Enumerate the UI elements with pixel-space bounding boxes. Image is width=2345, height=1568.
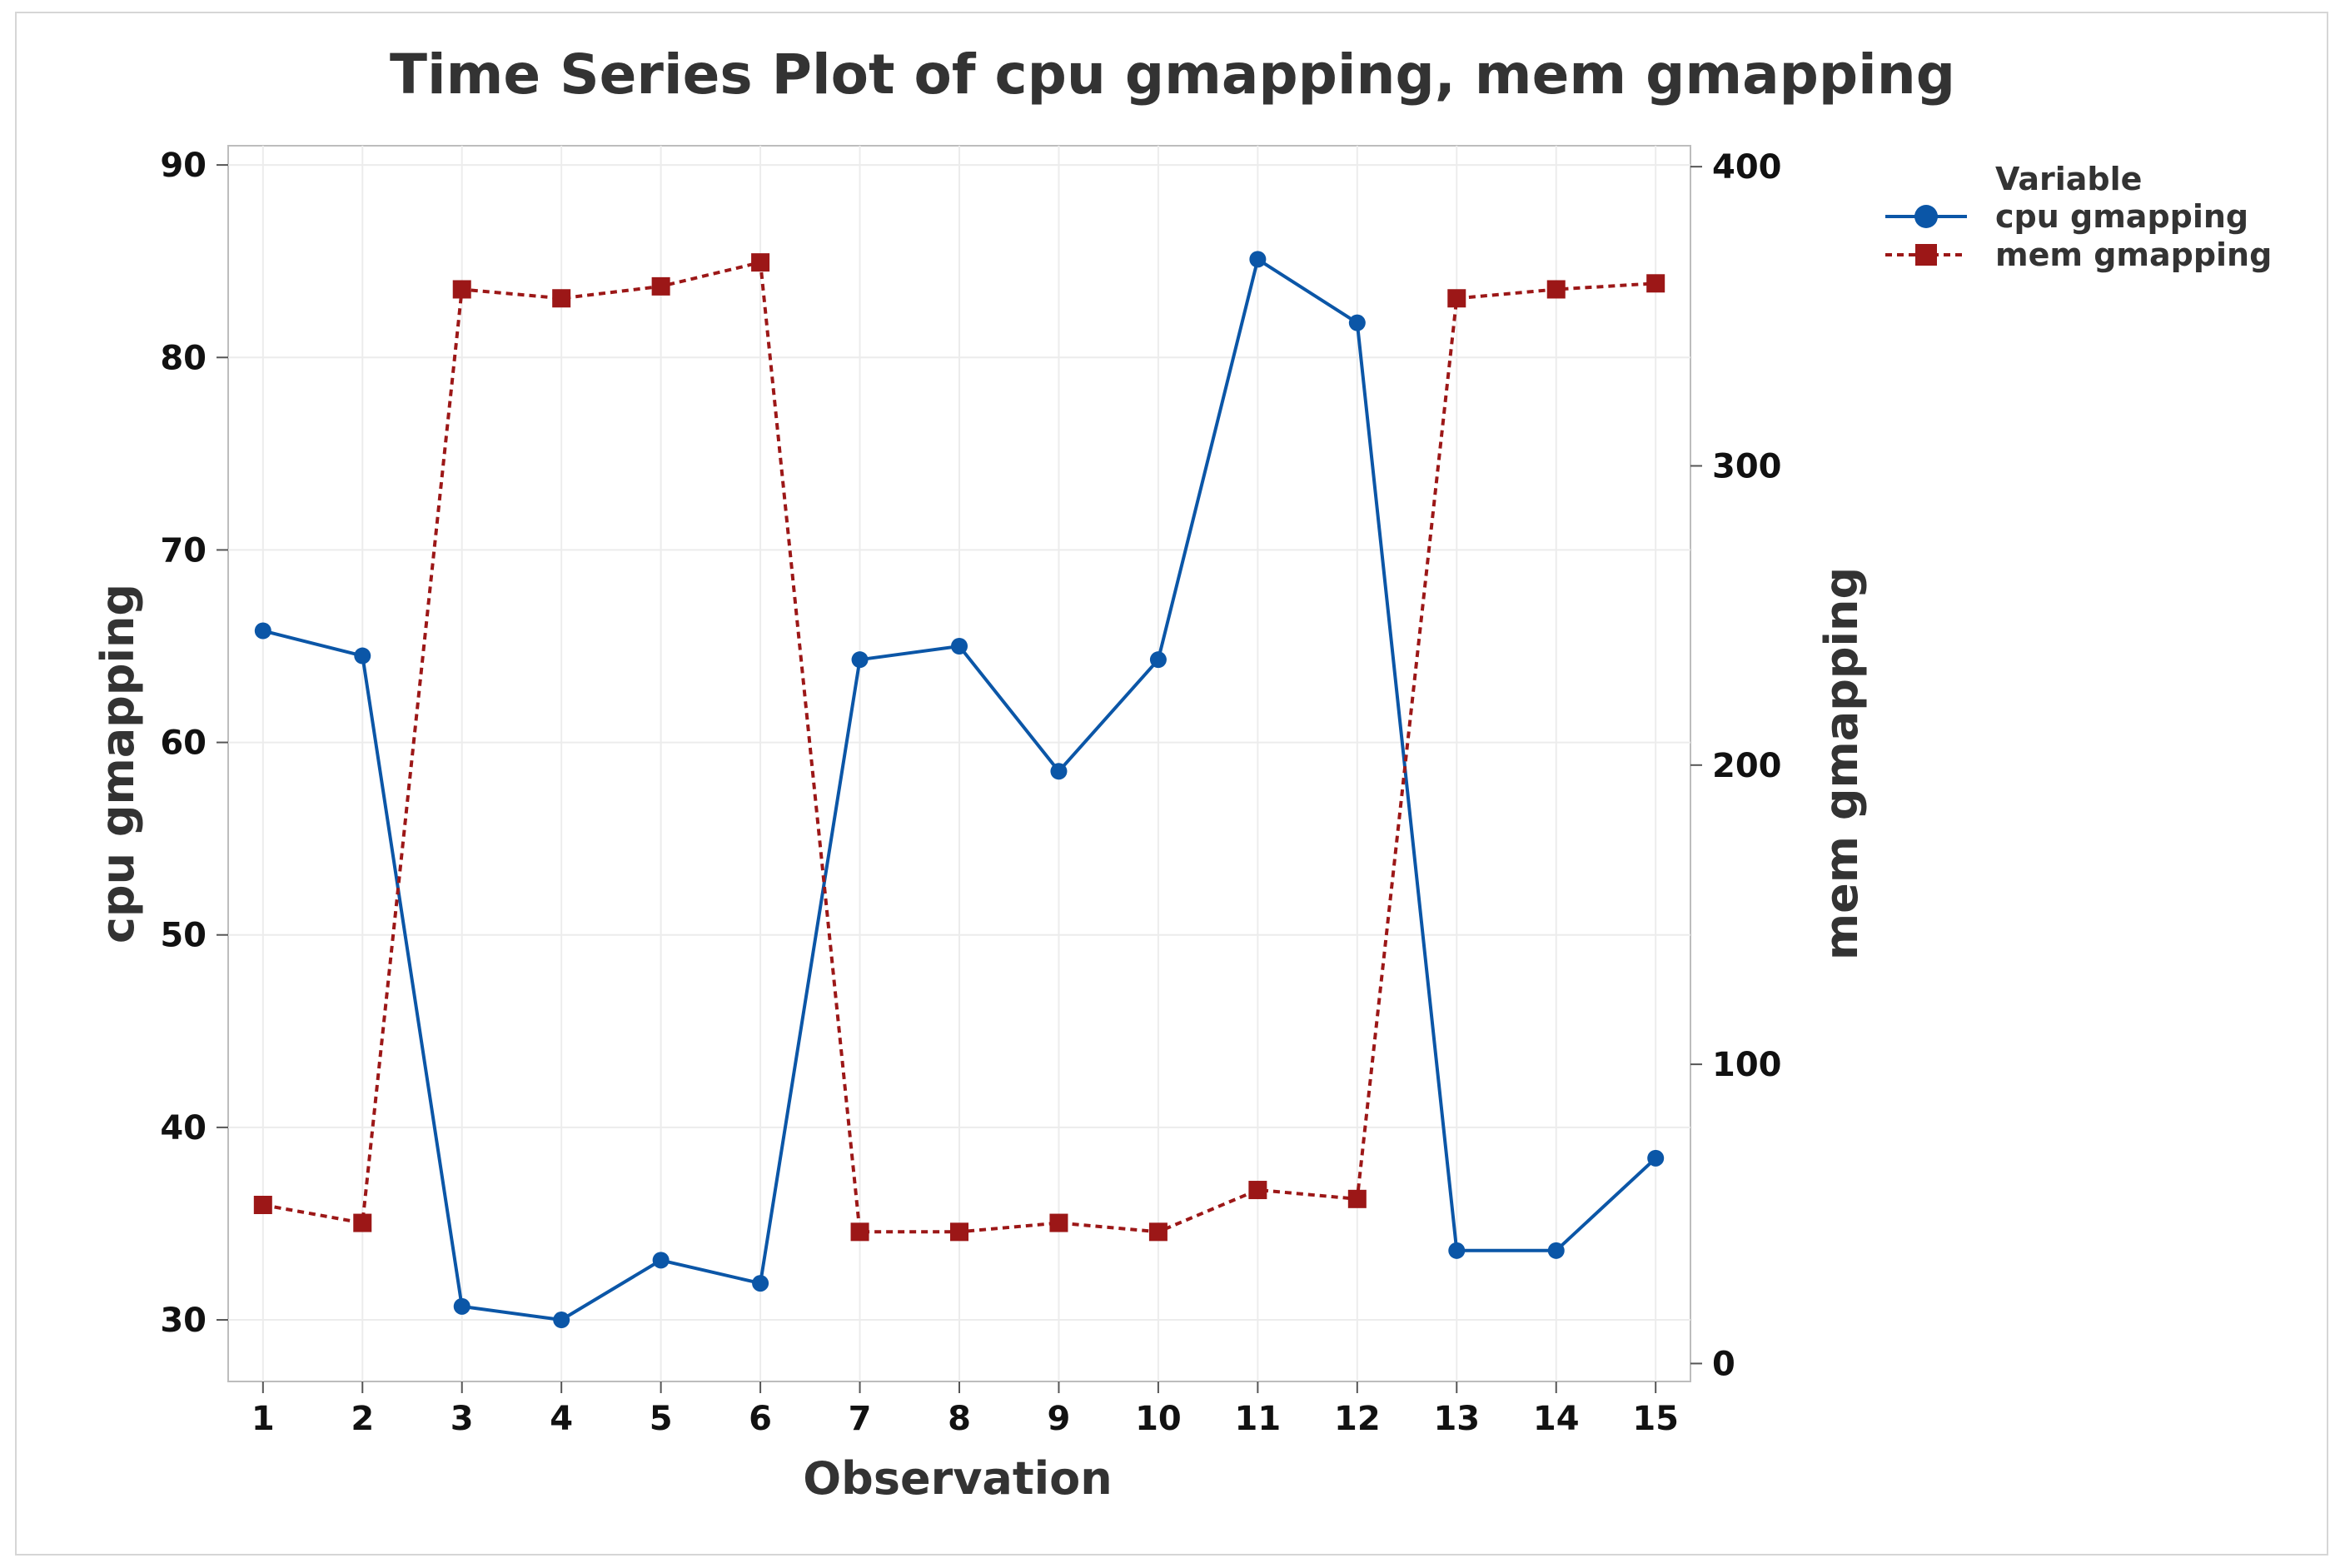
left-tick-label: 60: [160, 724, 207, 763]
data-point-cpu-gmapping: [652, 1252, 670, 1269]
data-point-mem-gmapping: [1248, 1181, 1267, 1200]
data-point-cpu-gmapping: [851, 651, 869, 669]
x-tick-label: 5: [650, 1400, 673, 1438]
right-tick-label: 100: [1712, 1046, 1782, 1084]
legend-marker-cpu: [1914, 205, 1938, 228]
data-point-mem-gmapping: [1347, 1189, 1367, 1208]
x-tick-label: 4: [550, 1400, 573, 1438]
data-point-mem-gmapping: [1447, 289, 1466, 308]
data-point-mem-gmapping: [452, 280, 471, 299]
data-point-mem-gmapping: [850, 1222, 869, 1242]
left-y-axis: 30 40 50 60 70 80 90: [160, 147, 228, 1340]
data-point-cpu-gmapping: [1448, 1242, 1466, 1259]
x-tick-label: 6: [749, 1400, 772, 1438]
data-point-cpu-gmapping: [752, 1275, 769, 1292]
x-tick-label: 14: [1533, 1400, 1580, 1438]
left-y-axis-title: cpu gmapping: [92, 584, 144, 943]
data-point-cpu-gmapping: [1547, 1242, 1565, 1259]
x-tick-label: 12: [1334, 1400, 1381, 1438]
series-layer: [253, 251, 1665, 1329]
right-tick-label: 200: [1712, 747, 1782, 785]
data-point-cpu-gmapping: [354, 647, 371, 665]
data-point-mem-gmapping: [950, 1222, 968, 1242]
data-point-mem-gmapping: [1546, 280, 1566, 299]
x-axis-title: Observation: [803, 1452, 1112, 1505]
data-point-mem-gmapping: [651, 276, 670, 296]
x-tick-label: 3: [451, 1400, 474, 1438]
data-point-cpu-gmapping: [453, 1297, 470, 1315]
data-point-cpu-gmapping: [1050, 763, 1068, 780]
data-point-cpu-gmapping: [553, 1312, 570, 1329]
data-point-cpu-gmapping: [1647, 1149, 1665, 1167]
legend-label-cpu: cpu gmapping: [1995, 198, 2248, 235]
legend-label-mem: mem gmapping: [1995, 236, 2272, 273]
right-y-axis-title: mem gmapping: [1815, 567, 1868, 960]
right-tick-label: 300: [1712, 447, 1782, 485]
right-tick-label: 400: [1712, 148, 1782, 187]
x-tick-label: 13: [1433, 1400, 1480, 1438]
x-tick-label: 2: [351, 1400, 374, 1438]
data-point-cpu-gmapping: [1149, 651, 1167, 669]
x-tick-label: 9: [1048, 1400, 1071, 1438]
legend-marker-mem: [1915, 244, 1937, 266]
left-tick-label: 50: [160, 917, 207, 955]
x-axis: 1 2 3 4 5 6 7 8 9 10 11 12 13 14 15: [251, 1381, 1679, 1438]
right-y-axis: 0 100 200 300 400: [1690, 148, 1782, 1383]
data-point-cpu-gmapping: [951, 637, 968, 655]
left-tick-label: 90: [160, 147, 207, 185]
x-tick-label: 15: [1632, 1400, 1679, 1438]
data-point-mem-gmapping: [353, 1213, 372, 1232]
x-tick-label: 10: [1135, 1400, 1182, 1438]
left-tick-label: 40: [160, 1109, 207, 1147]
data-point-mem-gmapping: [253, 1196, 272, 1214]
data-point-mem-gmapping: [751, 253, 770, 272]
x-tick-label: 7: [849, 1400, 872, 1438]
x-tick-label: 1: [251, 1400, 275, 1438]
data-point-mem-gmapping: [1049, 1213, 1068, 1232]
data-point-mem-gmapping: [1148, 1222, 1168, 1242]
left-tick-label: 30: [160, 1302, 207, 1340]
left-tick-label: 80: [160, 339, 207, 377]
left-tick-label: 70: [160, 531, 207, 570]
data-point-mem-gmapping: [1646, 274, 1665, 293]
data-point-cpu-gmapping: [254, 622, 271, 640]
data-point-cpu-gmapping: [1348, 314, 1366, 331]
x-tick-label: 11: [1235, 1400, 1282, 1438]
gridlines: [228, 146, 1690, 1381]
legend: Variable cpu gmapping mem gmapping: [1885, 161, 2272, 273]
legend-title: Variable: [1995, 161, 2142, 197]
x-tick-label: 8: [948, 1400, 971, 1438]
right-tick-label: 0: [1712, 1345, 1735, 1383]
data-point-cpu-gmapping: [1249, 251, 1267, 268]
data-point-mem-gmapping: [552, 289, 571, 308]
chart-title: Time Series Plot of cpu gmapping, mem gm…: [390, 42, 1955, 107]
